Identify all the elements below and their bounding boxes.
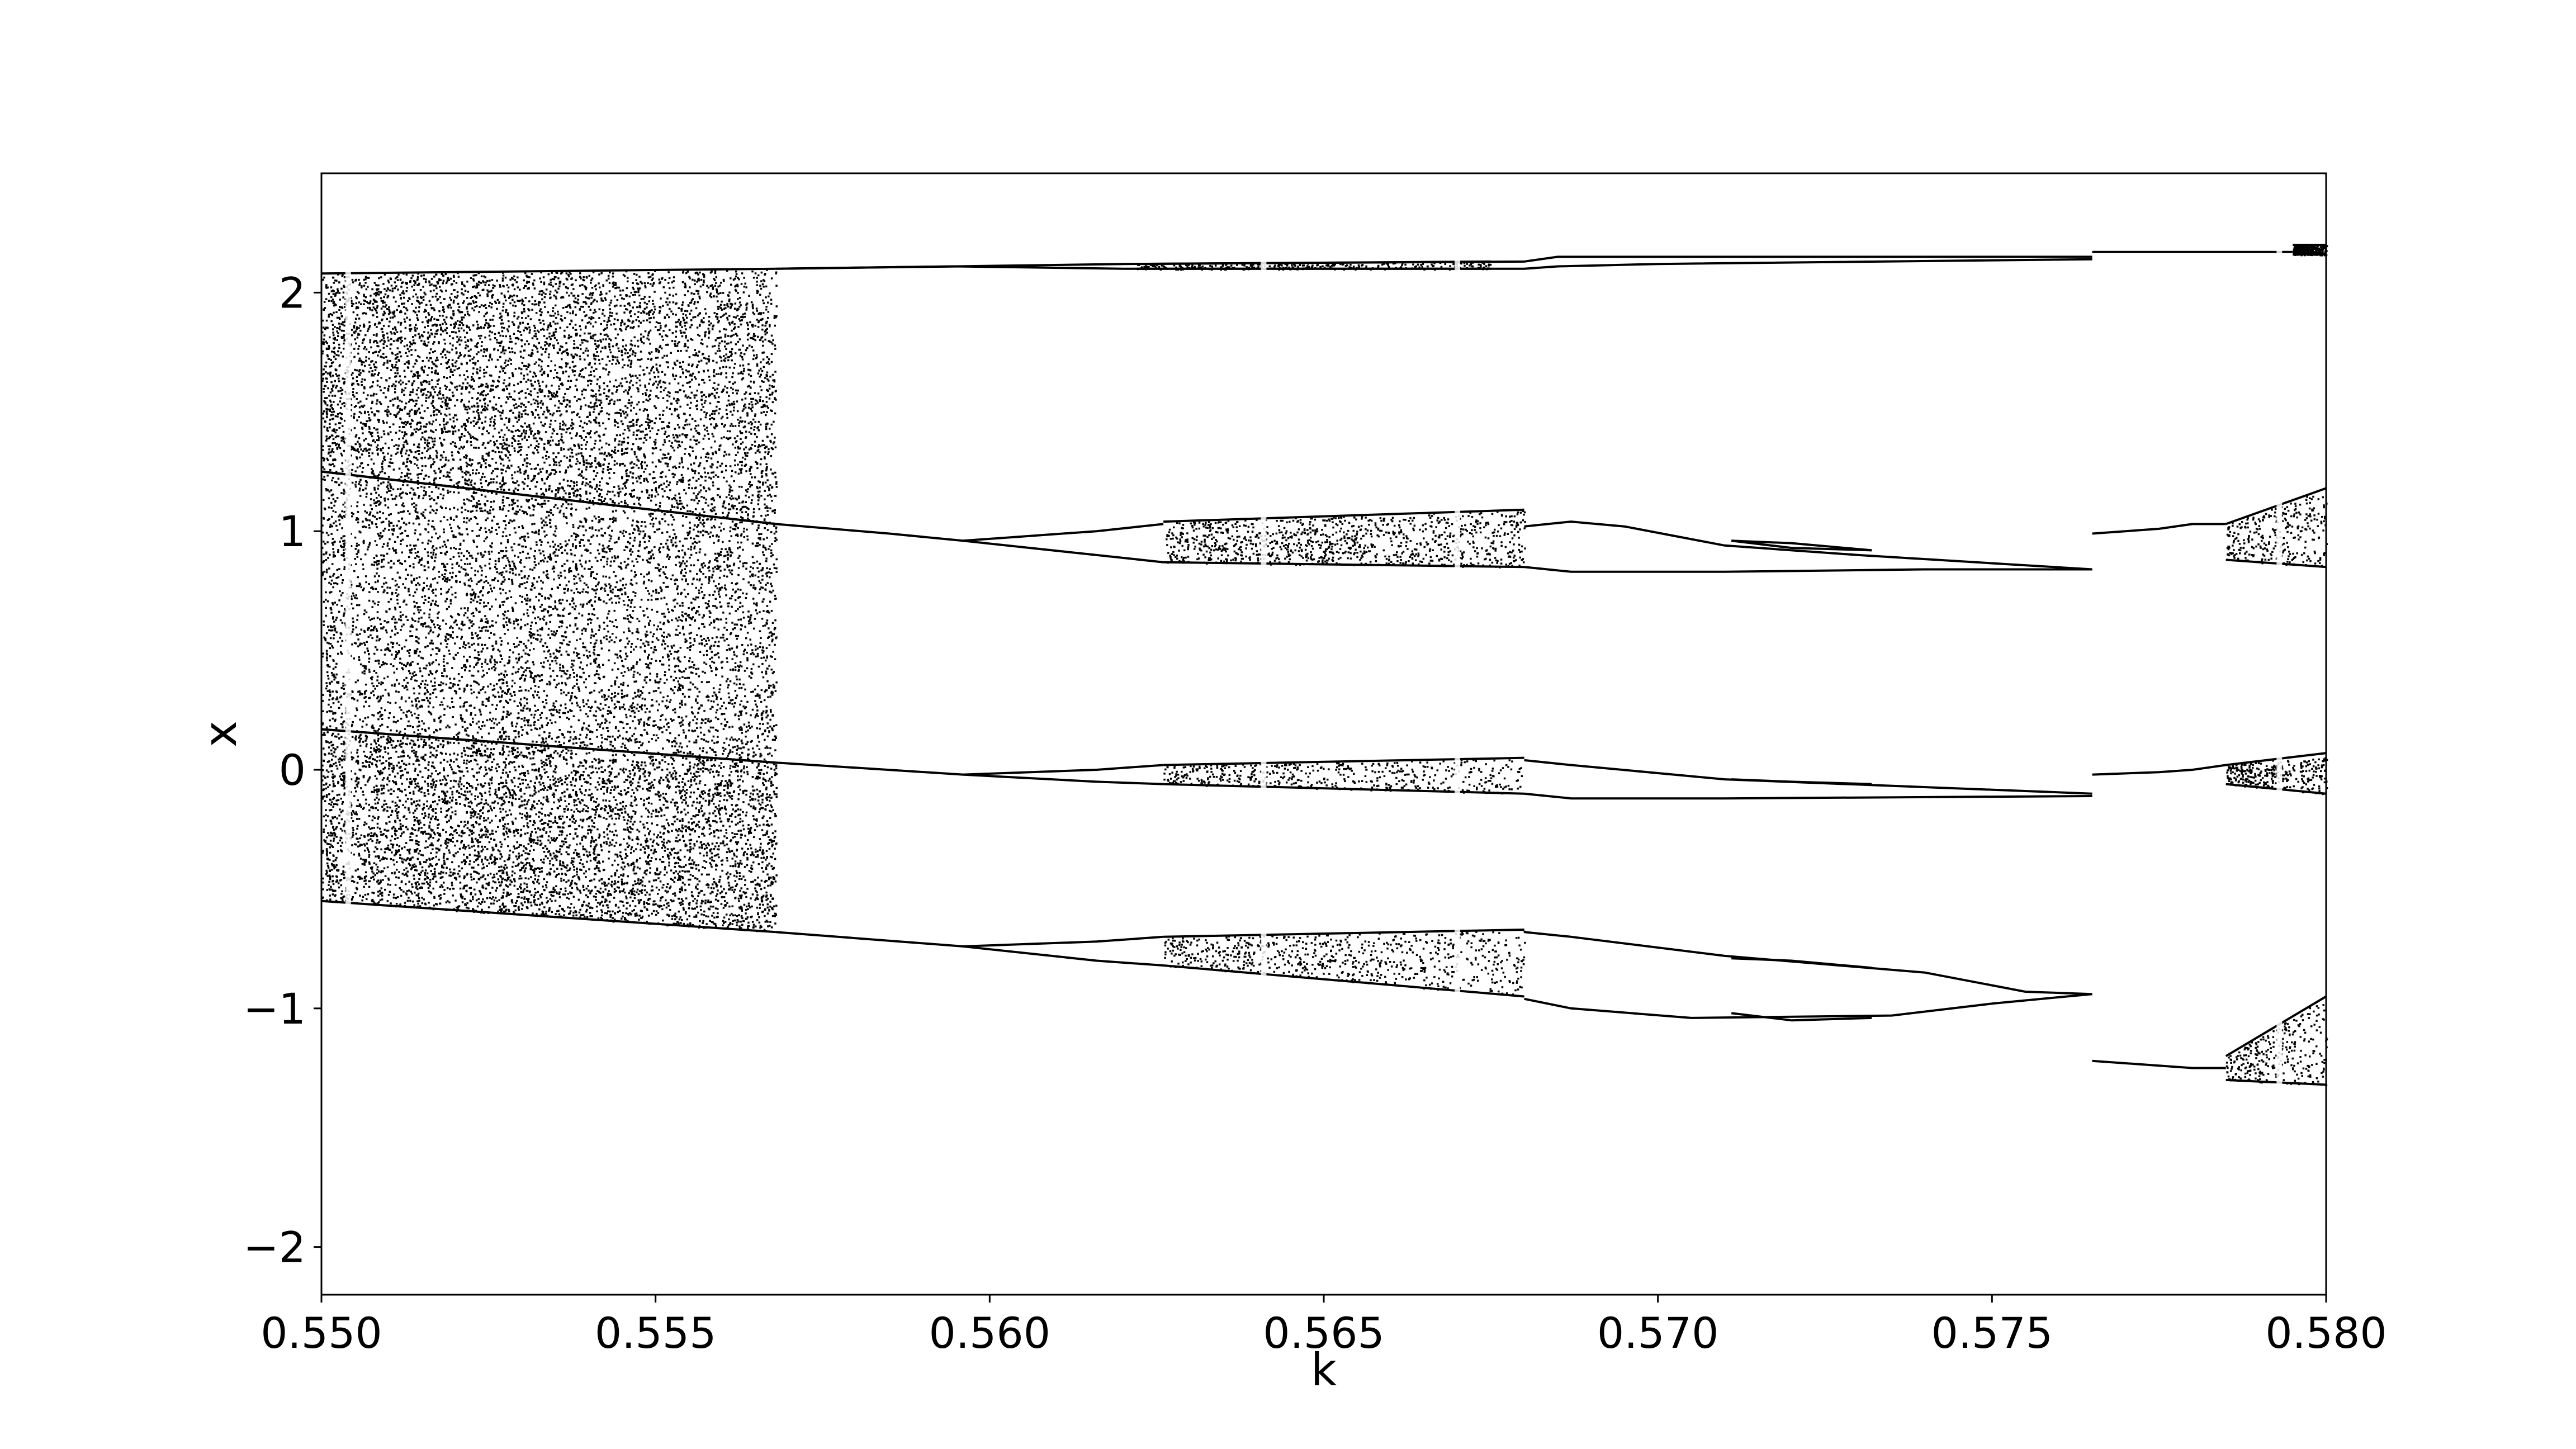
periodic-branch: [1524, 520, 2092, 571]
chaotic-band-lower-edge: [2225, 1078, 2327, 1086]
x-tick-label: 0.580: [2265, 1308, 2387, 1358]
periodic-window-gap: [345, 173, 351, 1295]
chaotic-band-points: [2225, 1004, 2328, 1087]
periodic-window-gap: [2276, 173, 2283, 1295]
chaotic-band-upper-edge: [1163, 756, 1524, 766]
periodic-branch: [775, 761, 1164, 776]
chaotic-band-points: [2225, 495, 2328, 568]
y-tick-label: 2: [279, 268, 306, 318]
chaotic-bands: [321, 244, 2328, 1087]
chaotic-band-lower-edge: [2225, 783, 2327, 795]
periodic-window-gap: [1261, 173, 1267, 1295]
x-axis: 0.550 0.555 0.560 0.565 0.570 0.575 0.580: [261, 1295, 2387, 1358]
chaotic-band: [2225, 487, 2328, 569]
chaotic-band: [321, 728, 778, 934]
chaotic-band-lower-edge: [2225, 558, 2327, 569]
periodic-branch: [1731, 1012, 1872, 1022]
x-tick-label: 0.560: [929, 1308, 1051, 1358]
periodic-branch: [1731, 957, 1872, 969]
periodic-branch: [2092, 1059, 2226, 1069]
periodic-branch: [963, 945, 1164, 967]
periodic-branch: [1524, 759, 2092, 795]
x-tick-label: 0.550: [261, 1308, 382, 1358]
periodic-branch: [1731, 778, 1872, 785]
chaotic-band-upper-edge: [321, 728, 776, 764]
chaotic-band-upper-edge: [2225, 752, 2327, 766]
chaotic-band-upper-edge: [1163, 508, 1524, 523]
chaotic-band-upper-edge: [1163, 928, 1524, 938]
y-tick-label: −2: [243, 1223, 306, 1272]
periodic-branch: [1524, 993, 2092, 1019]
y-axis-label: x: [195, 721, 247, 747]
periodic-branch: [2092, 764, 2226, 776]
x-tick-label: 0.575: [1931, 1308, 2053, 1358]
periodic-branch: [1731, 539, 1872, 552]
periodic-branch: [1731, 539, 1872, 552]
chaotic-band: [2225, 995, 2328, 1087]
periodic-branch: [2092, 523, 2226, 535]
periodic-branch: [775, 931, 1164, 948]
periodic-branch: [1524, 566, 2092, 573]
chaotic-band-points: [321, 269, 778, 524]
y-axis: −2 −1 0 1 2: [243, 268, 321, 1272]
chaotic-band: [1163, 756, 1524, 795]
x-tick-label: 0.555: [595, 1308, 717, 1358]
periodic-window-gaps: [345, 173, 2283, 1295]
chaotic-band-upper-edge: [321, 267, 776, 275]
chaotic-band-lower-edge: [1163, 783, 1524, 795]
periodic-branch: [775, 258, 2092, 270]
chaotic-band-upper-edge: [2225, 487, 2327, 525]
y-tick-label: 1: [279, 506, 306, 556]
x-tick-label: 0.565: [1263, 1308, 1385, 1358]
chaotic-band-points: [321, 475, 778, 764]
plot-area: [321, 173, 2328, 1295]
chaotic-band: [1163, 928, 1526, 998]
chaotic-band-lower-edge: [1163, 964, 1524, 998]
y-tick-label: 0: [279, 745, 306, 795]
chaotic-band: [2293, 244, 2328, 257]
x-axis-label: k: [1311, 1344, 1337, 1396]
chaotic-band-points: [321, 731, 778, 933]
x-tick-label: 0.570: [1597, 1308, 1719, 1358]
periodic-branches: [775, 250, 2293, 1069]
chaotic-band-upper-edge: [2225, 995, 2327, 1057]
periodic-window-gap: [1455, 173, 1461, 1295]
chaotic-band-points: [1164, 930, 1526, 996]
chaotic-band-lower-edge: [321, 899, 776, 934]
periodic-branch: [963, 773, 1164, 785]
periodic-branch: [963, 539, 1164, 564]
chaotic-band-upper-edge: [321, 470, 776, 525]
y-tick-label: −1: [243, 984, 306, 1034]
chaotic-band-lower-edge: [1163, 561, 1524, 569]
periodic-branch: [1524, 792, 2092, 800]
chaotic-band: [1163, 508, 1526, 569]
